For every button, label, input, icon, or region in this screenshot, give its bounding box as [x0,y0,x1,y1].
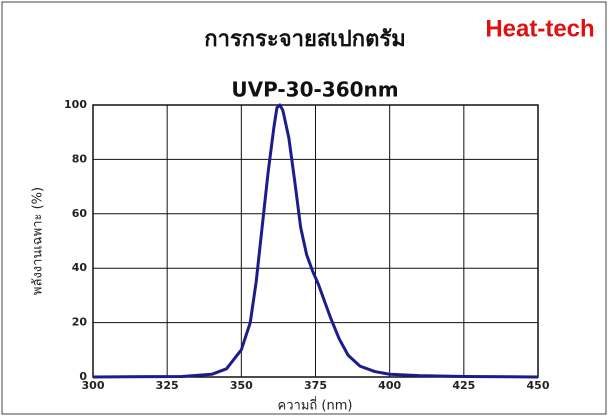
x-tick-label: 375 [304,379,327,392]
y-tick-label: 20 [72,316,88,329]
x-tick-label: 300 [82,379,105,392]
x-axis-label: ความถี่ (nm) [278,397,353,414]
y-tick-label: 60 [72,207,88,220]
plot-border [92,104,539,378]
x-tick-label: 325 [156,379,179,392]
x-tick-label: 425 [452,379,475,392]
x-tick-label: 450 [527,379,550,392]
y-tick-label: 100 [64,98,87,111]
chart-subtitle: UVP-30-360nm [231,78,398,102]
y-axis-label: พลังงานเฉพาะ (%) [31,187,46,295]
x-tick-label: 400 [378,379,401,392]
series-line [92,103,539,379]
y-tick-label: 40 [72,261,88,274]
x-tick-label: 350 [230,379,253,392]
chart-title: การกระจายสเปกตรัม [204,27,405,52]
y-tick-label: 0 [79,370,87,383]
y-tick-label: 80 [72,152,88,165]
brand: Heat-tech [485,15,594,42]
